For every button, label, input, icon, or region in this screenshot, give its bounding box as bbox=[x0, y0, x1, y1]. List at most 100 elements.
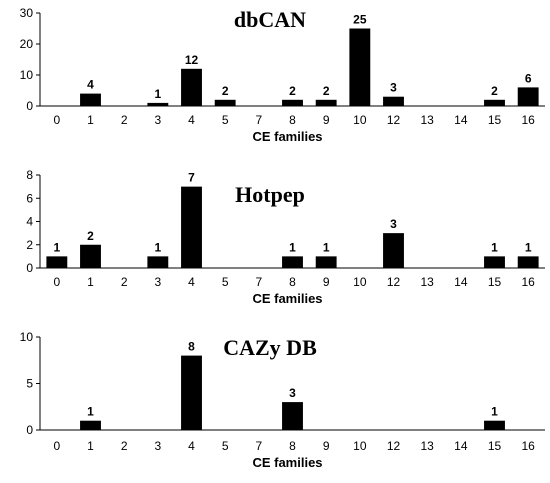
data-label-16: 1 bbox=[525, 240, 532, 254]
x-tick-label-0: 0 bbox=[53, 113, 60, 127]
x-tick-label-3: 3 bbox=[154, 439, 161, 453]
bar-4 bbox=[181, 186, 202, 268]
x-tick-label-1: 1 bbox=[87, 275, 94, 289]
x-tick-label-4: 4 bbox=[188, 439, 195, 453]
x-tick-label-8: 8 bbox=[289, 439, 296, 453]
data-label-4: 7 bbox=[188, 171, 195, 185]
x-axis-title: CE families bbox=[252, 455, 322, 470]
x-tick-label-1: 1 bbox=[87, 113, 94, 127]
x-tick-label-15: 15 bbox=[488, 439, 502, 453]
data-label-5: 2 bbox=[222, 84, 229, 98]
x-tick-label-2: 2 bbox=[121, 113, 128, 127]
bar-15 bbox=[484, 420, 505, 430]
bar-8 bbox=[282, 402, 303, 430]
x-tick-label-10: 10 bbox=[353, 439, 367, 453]
x-tick-label-12: 12 bbox=[387, 275, 401, 289]
data-label-8: 1 bbox=[289, 240, 296, 254]
x-tick-label-8: 8 bbox=[289, 113, 296, 127]
y-tick-label: 0 bbox=[26, 423, 33, 437]
bar-3 bbox=[147, 102, 169, 106]
data-label-12: 3 bbox=[390, 217, 397, 231]
x-tick-label-2: 2 bbox=[121, 275, 128, 289]
bar-4 bbox=[181, 68, 202, 106]
x-tick-label-13: 13 bbox=[420, 439, 434, 453]
data-label-0: 1 bbox=[53, 240, 60, 254]
x-tick-label-10: 10 bbox=[353, 113, 367, 127]
data-label-3: 1 bbox=[154, 240, 161, 254]
x-tick-label-13: 13 bbox=[420, 275, 434, 289]
x-tick-label-16: 16 bbox=[521, 113, 535, 127]
data-label-8: 3 bbox=[289, 386, 296, 400]
bar-16 bbox=[517, 87, 539, 106]
data-label-1: 2 bbox=[87, 229, 94, 243]
data-label-12: 3 bbox=[390, 81, 397, 95]
bar-15 bbox=[484, 99, 505, 106]
y-tick-label: 10 bbox=[20, 330, 34, 344]
bar-1 bbox=[80, 244, 101, 268]
data-label-16: 6 bbox=[525, 71, 532, 85]
data-label-1: 1 bbox=[87, 405, 94, 419]
x-tick-label-3: 3 bbox=[154, 113, 161, 127]
x-tick-label-12: 12 bbox=[387, 439, 401, 453]
x-tick-label-1: 1 bbox=[87, 439, 94, 453]
data-label-15: 1 bbox=[491, 405, 498, 419]
bar-16 bbox=[517, 256, 539, 268]
data-label-8: 2 bbox=[289, 84, 296, 98]
chart-title: Hotpep bbox=[235, 182, 305, 207]
x-tick-label-7: 7 bbox=[255, 439, 262, 453]
data-label-15: 2 bbox=[491, 84, 498, 98]
y-tick-label: 20 bbox=[20, 37, 34, 51]
x-tick-label-3: 3 bbox=[154, 275, 161, 289]
x-tick-label-2: 2 bbox=[121, 439, 128, 453]
y-tick-label: 6 bbox=[26, 191, 33, 205]
data-label-1: 4 bbox=[87, 78, 94, 92]
x-tick-label-14: 14 bbox=[454, 113, 468, 127]
x-tick-label-7: 7 bbox=[255, 113, 262, 127]
data-label-4: 8 bbox=[188, 340, 195, 354]
bar-1 bbox=[80, 93, 101, 106]
y-tick-label: 10 bbox=[20, 68, 34, 82]
x-tick-label-16: 16 bbox=[521, 275, 535, 289]
x-tick-label-9: 9 bbox=[323, 439, 330, 453]
bar-12 bbox=[383, 96, 404, 106]
x-tick-label-7: 7 bbox=[255, 275, 262, 289]
y-tick-label: 0 bbox=[26, 261, 33, 275]
x-tick-label-5: 5 bbox=[222, 113, 229, 127]
bar-1 bbox=[80, 420, 101, 430]
x-axis-title: CE families bbox=[252, 129, 322, 144]
bar-8 bbox=[282, 256, 303, 268]
y-tick-label: 5 bbox=[26, 377, 33, 391]
data-label-15: 1 bbox=[491, 240, 498, 254]
bar-10 bbox=[349, 28, 371, 106]
x-tick-label-9: 9 bbox=[323, 113, 330, 127]
bar-5 bbox=[214, 99, 236, 106]
y-tick-label: 8 bbox=[26, 168, 33, 182]
bar-3 bbox=[147, 256, 169, 268]
x-tick-label-4: 4 bbox=[188, 113, 195, 127]
chart-title: dbCAN bbox=[234, 7, 306, 32]
x-tick-label-14: 14 bbox=[454, 275, 468, 289]
y-tick-label: 30 bbox=[20, 6, 34, 20]
x-tick-label-14: 14 bbox=[454, 439, 468, 453]
y-tick-label: 0 bbox=[26, 99, 33, 113]
bar-15 bbox=[484, 256, 505, 268]
bar-9 bbox=[315, 256, 337, 268]
data-label-9: 1 bbox=[323, 240, 330, 254]
bar-8 bbox=[282, 99, 303, 106]
bar-12 bbox=[383, 233, 404, 268]
x-tick-label-0: 0 bbox=[53, 275, 60, 289]
bar-9 bbox=[315, 99, 337, 106]
x-tick-label-15: 15 bbox=[488, 275, 502, 289]
data-label-3: 1 bbox=[154, 87, 161, 101]
x-tick-label-15: 15 bbox=[488, 113, 502, 127]
y-tick-label: 4 bbox=[26, 215, 33, 229]
bar-0 bbox=[46, 256, 68, 268]
x-tick-label-10: 10 bbox=[353, 275, 367, 289]
data-label-4: 12 bbox=[185, 53, 199, 67]
x-axis-title: CE families bbox=[252, 291, 322, 306]
chart-title: CAZy DB bbox=[223, 335, 317, 360]
